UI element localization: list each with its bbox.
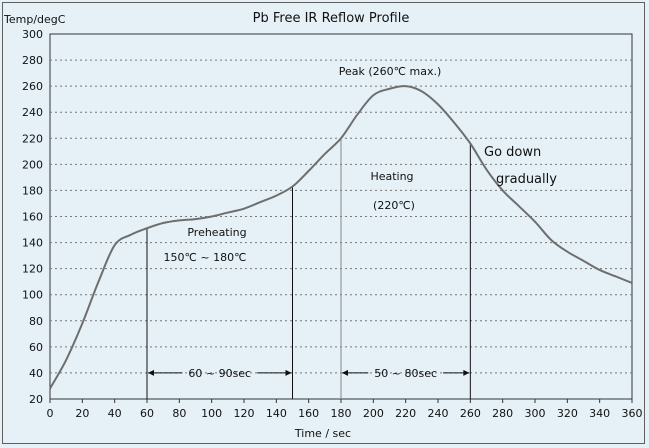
y-tick-label: 80 [29, 315, 43, 328]
series-line-reflow-profile [49, 85, 633, 390]
x-tick-label: 200 [363, 407, 384, 420]
x-tick-label: 120 [234, 407, 255, 420]
y-tick-label: 200 [22, 158, 43, 171]
x-tick-label: 340 [589, 407, 610, 420]
phase-spans: 60 ~ 90sec 50 ~ 80sec [148, 367, 470, 380]
x-tick-label: 160 [298, 407, 319, 420]
y-axis-ticks: 20 40 60 80 100 120 140 160 180 200 220 240 260 280 30… [22, 28, 43, 406]
x-tick-label: 20 [75, 407, 89, 420]
x-axis-ticks: 0 20 40 60 80 100 120 140 160 180 200 220 240 260 280 3… [47, 399, 643, 420]
y-tick-label: 300 [22, 28, 43, 41]
x-tick-label: 80 [172, 407, 186, 420]
x-tick-label: 220 [395, 407, 416, 420]
annotation-heating-temp: (220℃) [373, 199, 415, 212]
y-tick-label: 260 [22, 80, 43, 93]
x-tick-label: 360 [622, 407, 643, 420]
annotation-go-down: Go down [484, 145, 541, 160]
x-tick-label: 100 [201, 407, 222, 420]
span-label-0: 60 ~ 90sec [188, 367, 251, 380]
x-tick-label: 300 [525, 407, 546, 420]
x-tick-label: 40 [108, 407, 122, 420]
x-tick-label: 320 [557, 407, 578, 420]
phase-markers [146, 138, 471, 399]
y-tick-label: 220 [22, 132, 43, 145]
x-tick-label: 260 [460, 407, 481, 420]
y-tick-label: 180 [22, 184, 43, 197]
y-tick-label: 60 [29, 341, 43, 354]
y-tick-label: 100 [22, 289, 43, 302]
y-axis-label: Temp/degC [3, 13, 66, 26]
y-tick-label: 120 [22, 263, 43, 276]
y-tick-label: 140 [22, 237, 43, 250]
y-tick-label: 40 [29, 367, 43, 380]
arrowhead-left-1 [342, 369, 348, 376]
x-axis-label: Time / sec [294, 427, 351, 440]
chart-title: Pb Free IR Reflow Profile [253, 11, 410, 26]
annotation-heating: Heating [370, 170, 413, 183]
x-tick-label: 0 [47, 407, 54, 420]
x-tick-label: 60 [140, 407, 154, 420]
annotation-peak: Peak (260℃ max.) [339, 65, 442, 78]
x-tick-label: 280 [492, 407, 513, 420]
y-tick-label: 160 [22, 211, 43, 224]
annotation-preheating: Preheating [187, 226, 246, 239]
y-tick-label: 20 [29, 393, 43, 406]
arrowhead-left-0 [148, 369, 154, 376]
y-tick-label: 240 [22, 106, 43, 119]
arrowhead-right-1 [463, 369, 470, 376]
arrowhead-right-0 [285, 369, 292, 376]
span-label-1: 50 ~ 80sec [374, 367, 437, 380]
annotation-preheating-range: 150℃ ~ 180℃ [164, 251, 247, 264]
x-tick-label: 140 [266, 407, 287, 420]
annotation-gradually: gradually [496, 172, 557, 187]
x-tick-label: 180 [331, 407, 352, 420]
x-tick-label: 240 [428, 407, 449, 420]
chart-frame [2, 2, 645, 444]
y-tick-label: 280 [22, 54, 43, 67]
